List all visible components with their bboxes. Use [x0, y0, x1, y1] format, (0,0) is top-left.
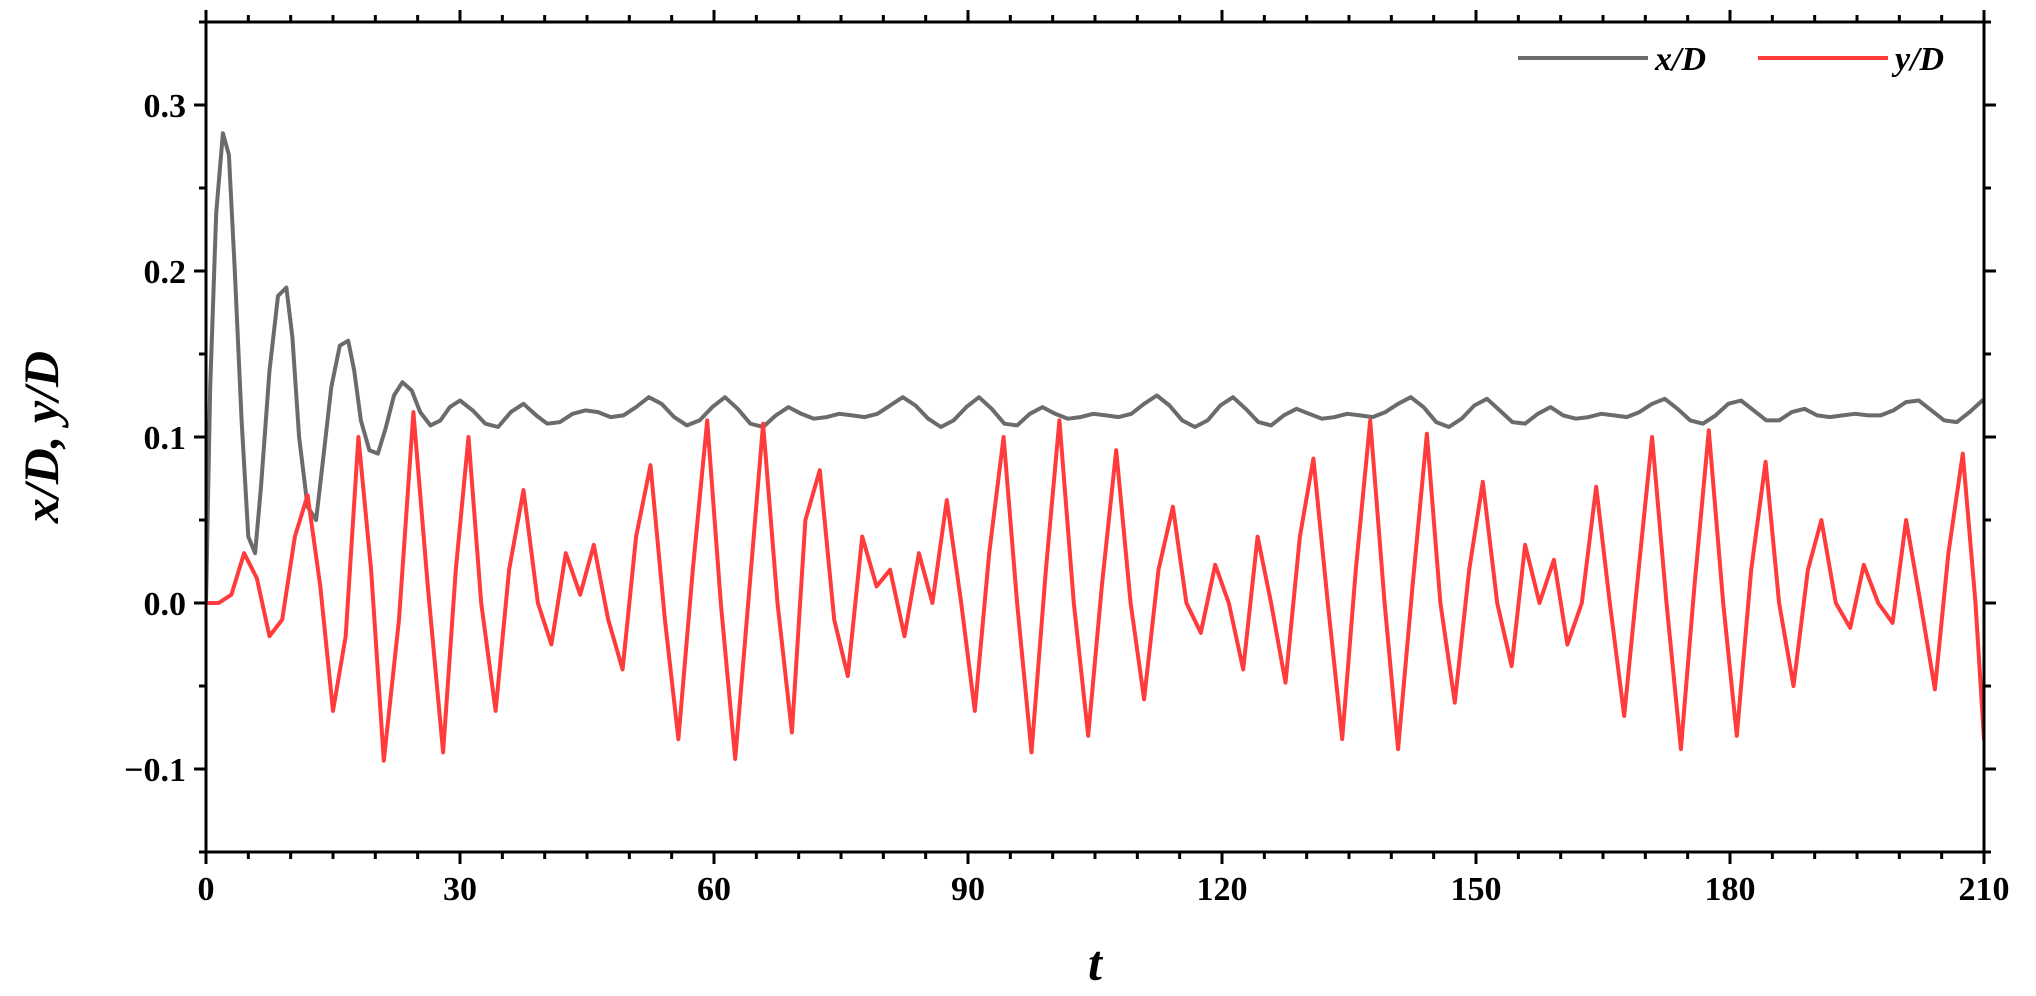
x-tick-label: 90 — [951, 871, 985, 908]
y-axis: −0.1 0.0 0.1 0.2 0.3 — [124, 20, 1996, 854]
series-line-yd — [206, 410, 1984, 763]
x-tick-label: 60 — [697, 871, 731, 908]
legend-label-xd: x/D — [1654, 41, 1706, 78]
y-tick-label: 0.3 — [144, 88, 187, 125]
x-axis: 0 30 60 90 120 150 180 210 — [198, 10, 2010, 908]
y-tick-label: −0.1 — [124, 752, 186, 789]
x-tick-label: 150 — [1451, 871, 1502, 908]
y-tick-label: 0.1 — [144, 420, 187, 457]
plot-frame — [204, 20, 1986, 854]
x-tick-label: 120 — [1197, 871, 1248, 908]
x-tick-label: 210 — [1959, 871, 2010, 908]
series-line-xd — [206, 131, 1984, 605]
y-tick-label: 0.2 — [144, 254, 187, 291]
x-tick-label: 30 — [443, 871, 477, 908]
x-tick-label: 0 — [198, 871, 215, 908]
y-axis-title: x/D, y/D — [13, 351, 69, 524]
x-axis-title: t — [1088, 935, 1104, 991]
legend: x/D y/D — [1518, 41, 1944, 78]
y-tick-label: 0.0 — [144, 586, 187, 623]
x-tick-label: 180 — [1705, 871, 1756, 908]
plot-lines — [206, 131, 1984, 763]
legend-label-yd: y/D — [1891, 41, 1944, 78]
